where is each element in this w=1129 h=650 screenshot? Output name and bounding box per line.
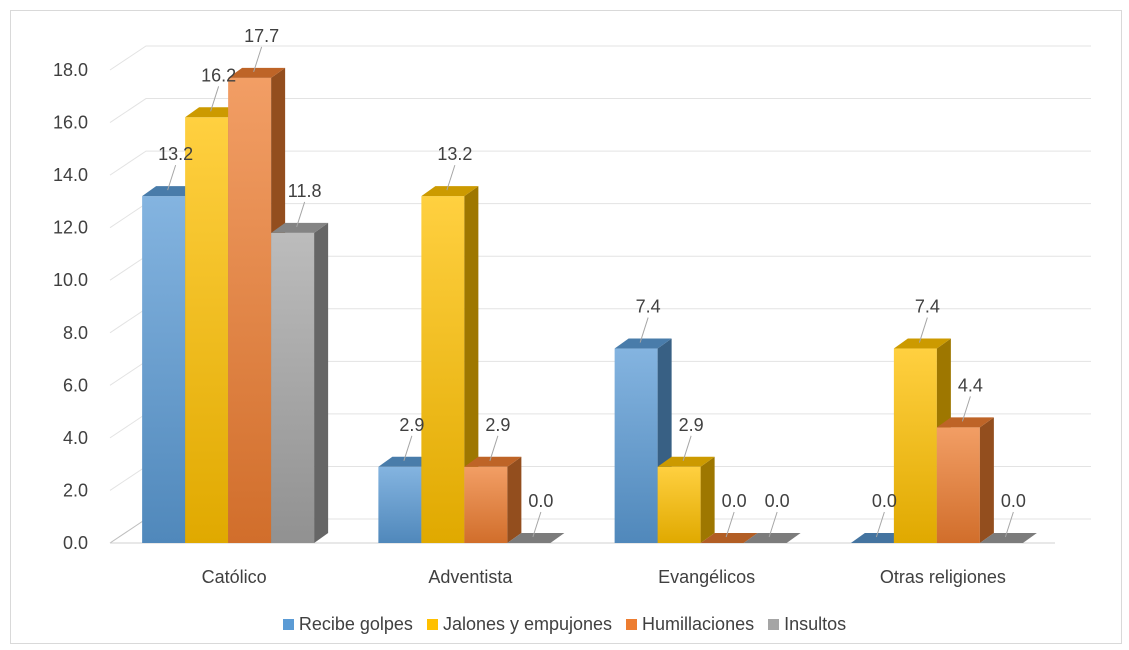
leader-line — [768, 511, 778, 538]
legend-item: Jalones y empujones — [426, 614, 613, 635]
y-tick-label: 12.0 — [53, 218, 88, 238]
gridline — [109, 150, 1091, 176]
x-category-label: Otras religiones — [880, 567, 1006, 587]
x-category-label: Evangélicos — [658, 567, 755, 587]
y-tick-label: 6.0 — [63, 375, 88, 395]
bar — [979, 533, 1037, 543]
bar — [936, 417, 994, 543]
y-tick-label: 0.0 — [63, 533, 88, 553]
bar — [507, 533, 565, 543]
y-tick-label: 8.0 — [63, 323, 88, 343]
bar-chart: 0.0 2.0 4.0 6.0 8.0 10.0 12.0 14.0 16.0 18.0 13.2… — [53, 26, 1091, 587]
bar — [421, 186, 479, 543]
legend-swatch — [768, 619, 780, 630]
y-tick-label: 16.0 — [53, 113, 88, 133]
data-label: 0.0 — [1001, 491, 1026, 511]
y-tick-label: 2.0 — [63, 480, 88, 500]
legend-item: Insultos — [768, 614, 846, 635]
y-tick-label: 10.0 — [53, 270, 88, 290]
leader-line — [725, 511, 735, 538]
y-tick-label: 18.0 — [53, 60, 88, 80]
leader-line — [210, 86, 220, 112]
legend-label: Insultos — [784, 614, 847, 634]
leader-line — [1004, 511, 1014, 538]
leader-line — [253, 46, 263, 73]
data-label: 0.0 — [872, 491, 897, 511]
x-category-label: Adventista — [428, 567, 513, 587]
bar — [850, 533, 908, 543]
gridline — [109, 45, 1091, 71]
data-label: 13.2 — [437, 144, 472, 164]
leader-line — [446, 164, 456, 191]
x-category-label: Católico — [202, 567, 267, 587]
leader-line — [918, 317, 928, 343]
x-axis: Católico Adventista Evangélicos Otras relig… — [202, 567, 1006, 587]
bars — [142, 67, 1037, 544]
chart-frame — [10, 10, 1122, 644]
legend-item: Humillaciones — [626, 614, 754, 635]
legend-label: Humillaciones — [642, 614, 755, 634]
legend-item: Recibe golpes — [282, 614, 413, 635]
gridline — [109, 98, 1091, 123]
legend-swatch — [282, 619, 294, 630]
data-label: 2.9 — [485, 415, 510, 435]
data-label: 13.2 — [158, 144, 193, 164]
data-label: 7.4 — [636, 297, 661, 317]
data-label: 11.8 — [288, 181, 322, 201]
data-label: 0.0 — [765, 491, 790, 511]
data-label: 16.2 — [201, 65, 236, 85]
data-label: 2.9 — [399, 415, 424, 435]
leader-line — [639, 317, 649, 343]
leader-line — [532, 511, 542, 538]
leader-line — [296, 201, 306, 228]
leader-line — [167, 164, 177, 191]
data-label: 7.4 — [915, 297, 940, 317]
y-tick-label: 4.0 — [63, 428, 88, 448]
leader-line — [489, 435, 499, 461]
y-axis: 0.0 2.0 4.0 6.0 8.0 10.0 12.0 14.0 16.0 18.0 — [53, 60, 88, 553]
bar — [657, 456, 715, 543]
floor-edge — [109, 518, 147, 544]
data-label: 0.0 — [722, 491, 747, 511]
legend-label: Recibe golpes — [298, 614, 413, 634]
legend: Recibe golpes Jalones y empujones Humillac… — [0, 614, 1129, 635]
leader-line — [403, 435, 413, 461]
bar — [464, 456, 522, 543]
y-tick-label: 14.0 — [53, 165, 88, 185]
bar — [700, 533, 758, 543]
legend-swatch — [426, 619, 438, 630]
data-labels: 13.2 16.2 17.7 11.8 2.9 13.2 2.9 0.0 7.4 2.9 0.0 0.… — [158, 26, 1026, 538]
data-label: 0.0 — [528, 491, 553, 511]
data-label: 17.7 — [244, 26, 279, 46]
data-label: 2.9 — [679, 415, 704, 435]
bar — [743, 533, 801, 543]
leader-line — [961, 396, 971, 422]
legend-swatch — [626, 619, 638, 630]
legend-label: Jalones y empujones — [442, 614, 613, 634]
bar — [271, 222, 329, 543]
leader-line — [875, 511, 885, 538]
data-label: 4.4 — [958, 375, 983, 395]
leader-line — [682, 435, 692, 461]
